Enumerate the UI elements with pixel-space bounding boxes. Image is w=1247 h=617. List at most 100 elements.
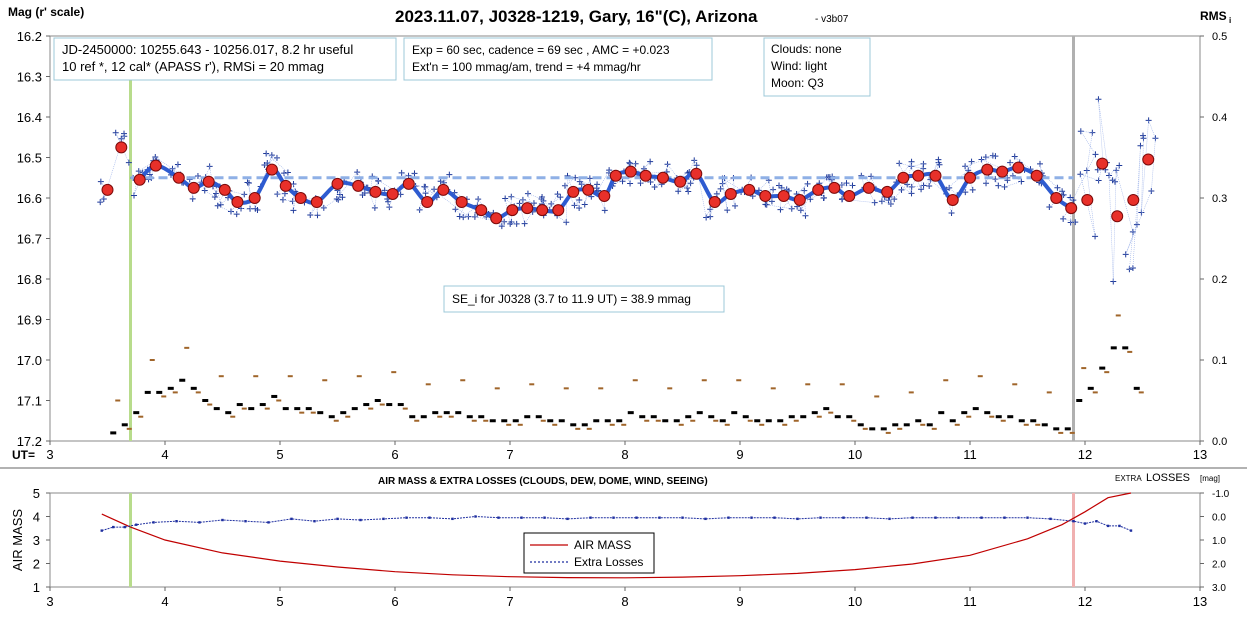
binned-mag-point	[133, 173, 146, 186]
raw-measurement-point	[214, 202, 221, 209]
rms-point	[1018, 419, 1025, 423]
rms-point	[443, 411, 450, 415]
raw-measurement-point	[498, 223, 505, 230]
binned-mag-point	[231, 196, 244, 209]
raw-measurement-point	[595, 187, 602, 194]
top-vertical-markers	[129, 36, 1075, 441]
rms-scatter-point	[793, 419, 799, 422]
rms-scatter-point	[264, 407, 270, 410]
rms-scatter-point	[713, 419, 719, 422]
raw-measurement-point	[385, 198, 392, 205]
rms-scatter-point	[1127, 350, 1133, 353]
binned-mag-point	[437, 183, 450, 196]
rms-point	[397, 403, 404, 407]
top-x-tick-label: 5	[276, 447, 283, 462]
rms-point	[259, 403, 266, 407]
raw-measurement-point	[405, 172, 412, 179]
rms-point	[409, 415, 416, 419]
rms-scatter-point	[667, 387, 673, 390]
binned-mag-point	[1050, 192, 1063, 204]
rms-scatter-point	[1012, 383, 1018, 386]
raw-measurement-point	[908, 190, 915, 197]
binned-mag-point	[674, 175, 687, 188]
extra-losses-point	[980, 516, 983, 519]
rms-scatter-point	[816, 415, 822, 418]
raw-measurement-point	[995, 182, 1002, 189]
binned-mag-point	[279, 179, 292, 192]
extra-losses-point	[100, 529, 103, 532]
raw-measurement-point	[969, 186, 976, 193]
extra-losses-point	[957, 516, 960, 519]
raw-measurement-point	[601, 207, 608, 214]
bottom-chart-title: AIR MASS & EXTRA LOSSES (CLOUDS, DEW, DO…	[378, 476, 708, 487]
rms-point	[248, 407, 255, 411]
rms-scatter-point	[184, 346, 190, 349]
rms-point	[110, 431, 117, 435]
rms-scatter-point	[598, 387, 604, 390]
raw-measurement-point	[233, 211, 240, 218]
rms-point	[926, 423, 933, 427]
top-binned-points	[101, 141, 1155, 225]
rms-scatter-point	[195, 391, 201, 394]
info-wind: Wind: light	[771, 59, 828, 73]
rms-scatter-point	[805, 383, 811, 386]
rms-scatter-point	[115, 399, 121, 402]
raw-measurement-point	[264, 160, 271, 167]
bottom-y-left-tick-label: 1	[33, 580, 40, 595]
rms-point	[144, 390, 151, 394]
rms-scatter-point	[862, 427, 868, 430]
rms-point	[558, 419, 565, 423]
extra-losses-point	[1095, 520, 1098, 523]
raw-measurement-point	[968, 158, 975, 165]
raw-measurement-point	[194, 172, 201, 179]
bottom-x-tick-label: 8	[621, 594, 628, 609]
raw-measurement-point	[647, 178, 654, 185]
rms-point	[880, 427, 887, 431]
rms-point	[627, 411, 634, 415]
binned-mag-point	[598, 189, 611, 202]
raw-measurement-point	[1054, 184, 1061, 191]
extra-losses-point	[566, 517, 569, 521]
rms-point	[1133, 386, 1140, 390]
bottom-x-tick-label: 4	[161, 594, 168, 609]
rms-point	[374, 399, 381, 402]
rms-point	[811, 411, 818, 415]
extra-losses-point	[451, 517, 454, 521]
info-box-jd: JD-2450000: 10255.643 - 10256.017, 8.2 h…	[53, 37, 397, 81]
rms-point	[777, 419, 784, 423]
binned-mag-point	[294, 192, 307, 204]
rms-scatter-point	[1058, 431, 1064, 434]
raw-measurement-point	[354, 169, 361, 176]
top-x-tick-label: 9	[736, 447, 743, 462]
top-y-left-tick-label: 16.3	[17, 70, 42, 85]
top-x-prefix: UT=	[12, 448, 35, 462]
raw-measurement-point	[918, 186, 925, 193]
rms-point	[869, 427, 876, 431]
binned-mag-point	[115, 141, 128, 154]
raw-measurement-point	[1133, 221, 1140, 228]
rms-point	[501, 419, 508, 423]
bottom-y-right-tick-label: -1.0	[1212, 489, 1230, 500]
rms-scatter-point	[425, 383, 431, 386]
raw-measurement-point	[125, 159, 132, 166]
extra-losses-point	[658, 516, 661, 519]
rms-point	[466, 415, 473, 419]
raw-measurement-point	[339, 194, 346, 201]
top-y-left-tick-label: 17.0	[17, 353, 42, 368]
binned-mag-point	[310, 196, 323, 209]
raw-measurement-point	[878, 198, 885, 205]
info-box-se: SE_i for J0328 (3.7 to 11.9 UT) = 38.9 m…	[443, 285, 725, 313]
rms-point	[1064, 427, 1071, 431]
extra-losses-point	[267, 521, 270, 524]
top-y-left-tick-label: 16.4	[17, 110, 42, 125]
binned-mag-point	[1127, 194, 1140, 207]
rms-scatter-point	[1035, 423, 1041, 426]
rms-point	[1041, 423, 1048, 427]
raw-measurement-point	[540, 197, 547, 204]
top-x-tick-label: 11	[963, 447, 977, 462]
top-y-right-tick-label: 0.1	[1212, 355, 1227, 367]
raw-measurement-point	[935, 156, 942, 163]
raw-measurement-point	[594, 181, 601, 188]
binned-mag-point	[331, 177, 344, 190]
top-x-tick-label: 6	[391, 447, 398, 462]
